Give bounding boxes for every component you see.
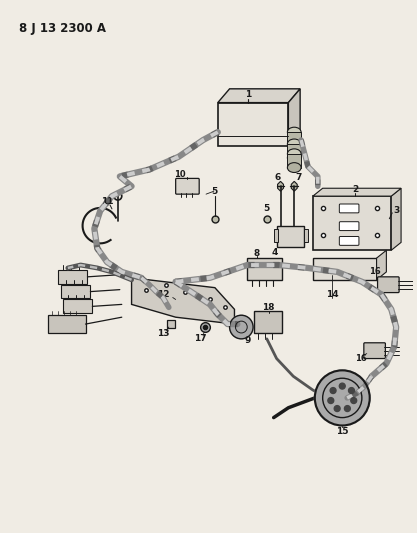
Bar	[61, 285, 90, 298]
Text: 16: 16	[369, 268, 380, 277]
Circle shape	[334, 406, 340, 411]
Circle shape	[330, 387, 336, 393]
Polygon shape	[377, 251, 387, 280]
Bar	[313, 258, 377, 280]
Text: 16: 16	[355, 354, 367, 363]
Bar	[276, 225, 304, 247]
Text: 12: 12	[157, 290, 169, 299]
Text: 6: 6	[274, 173, 281, 182]
Polygon shape	[218, 89, 300, 103]
FancyBboxPatch shape	[339, 204, 359, 213]
Bar	[287, 144, 301, 158]
Circle shape	[339, 383, 345, 389]
Text: 1: 1	[245, 90, 251, 99]
Text: 18: 18	[263, 303, 275, 312]
Circle shape	[351, 398, 357, 403]
Polygon shape	[289, 89, 300, 146]
Polygon shape	[278, 181, 284, 191]
Bar	[254, 311, 281, 333]
Circle shape	[230, 315, 253, 339]
Circle shape	[315, 370, 370, 425]
Polygon shape	[132, 278, 234, 324]
Ellipse shape	[287, 141, 301, 151]
Text: 7: 7	[295, 173, 301, 182]
FancyBboxPatch shape	[364, 343, 385, 359]
Text: 14: 14	[326, 290, 339, 299]
Text: 17: 17	[194, 334, 206, 343]
Text: 9: 9	[244, 336, 250, 345]
Text: 15: 15	[336, 427, 349, 436]
Ellipse shape	[287, 153, 301, 163]
Circle shape	[328, 398, 334, 403]
Text: 11: 11	[101, 197, 113, 206]
Bar	[218, 103, 289, 146]
FancyBboxPatch shape	[377, 277, 399, 293]
Text: 4: 4	[271, 248, 278, 257]
Ellipse shape	[287, 163, 301, 173]
Text: 5: 5	[264, 205, 270, 213]
Ellipse shape	[287, 127, 301, 137]
Bar	[304, 229, 308, 243]
Bar	[63, 300, 93, 313]
Bar	[247, 258, 281, 280]
Text: 8 J 13 2300 A: 8 J 13 2300 A	[19, 22, 106, 35]
FancyBboxPatch shape	[339, 222, 359, 231]
Bar	[58, 270, 88, 284]
Text: 2: 2	[352, 185, 358, 193]
Bar	[313, 196, 391, 251]
Bar	[287, 154, 301, 167]
Text: 5: 5	[211, 187, 217, 196]
Bar	[287, 132, 301, 146]
Circle shape	[344, 406, 350, 411]
Bar	[274, 229, 278, 243]
Circle shape	[349, 387, 354, 393]
Polygon shape	[313, 188, 401, 196]
Polygon shape	[291, 181, 297, 191]
FancyBboxPatch shape	[339, 237, 359, 245]
Polygon shape	[391, 188, 401, 251]
Text: 3: 3	[393, 206, 399, 215]
Text: 13: 13	[157, 329, 169, 338]
FancyBboxPatch shape	[176, 179, 199, 194]
Text: 8: 8	[254, 249, 260, 258]
Bar	[48, 315, 85, 333]
Ellipse shape	[287, 139, 301, 149]
Ellipse shape	[287, 149, 301, 159]
Text: 10: 10	[174, 170, 186, 179]
